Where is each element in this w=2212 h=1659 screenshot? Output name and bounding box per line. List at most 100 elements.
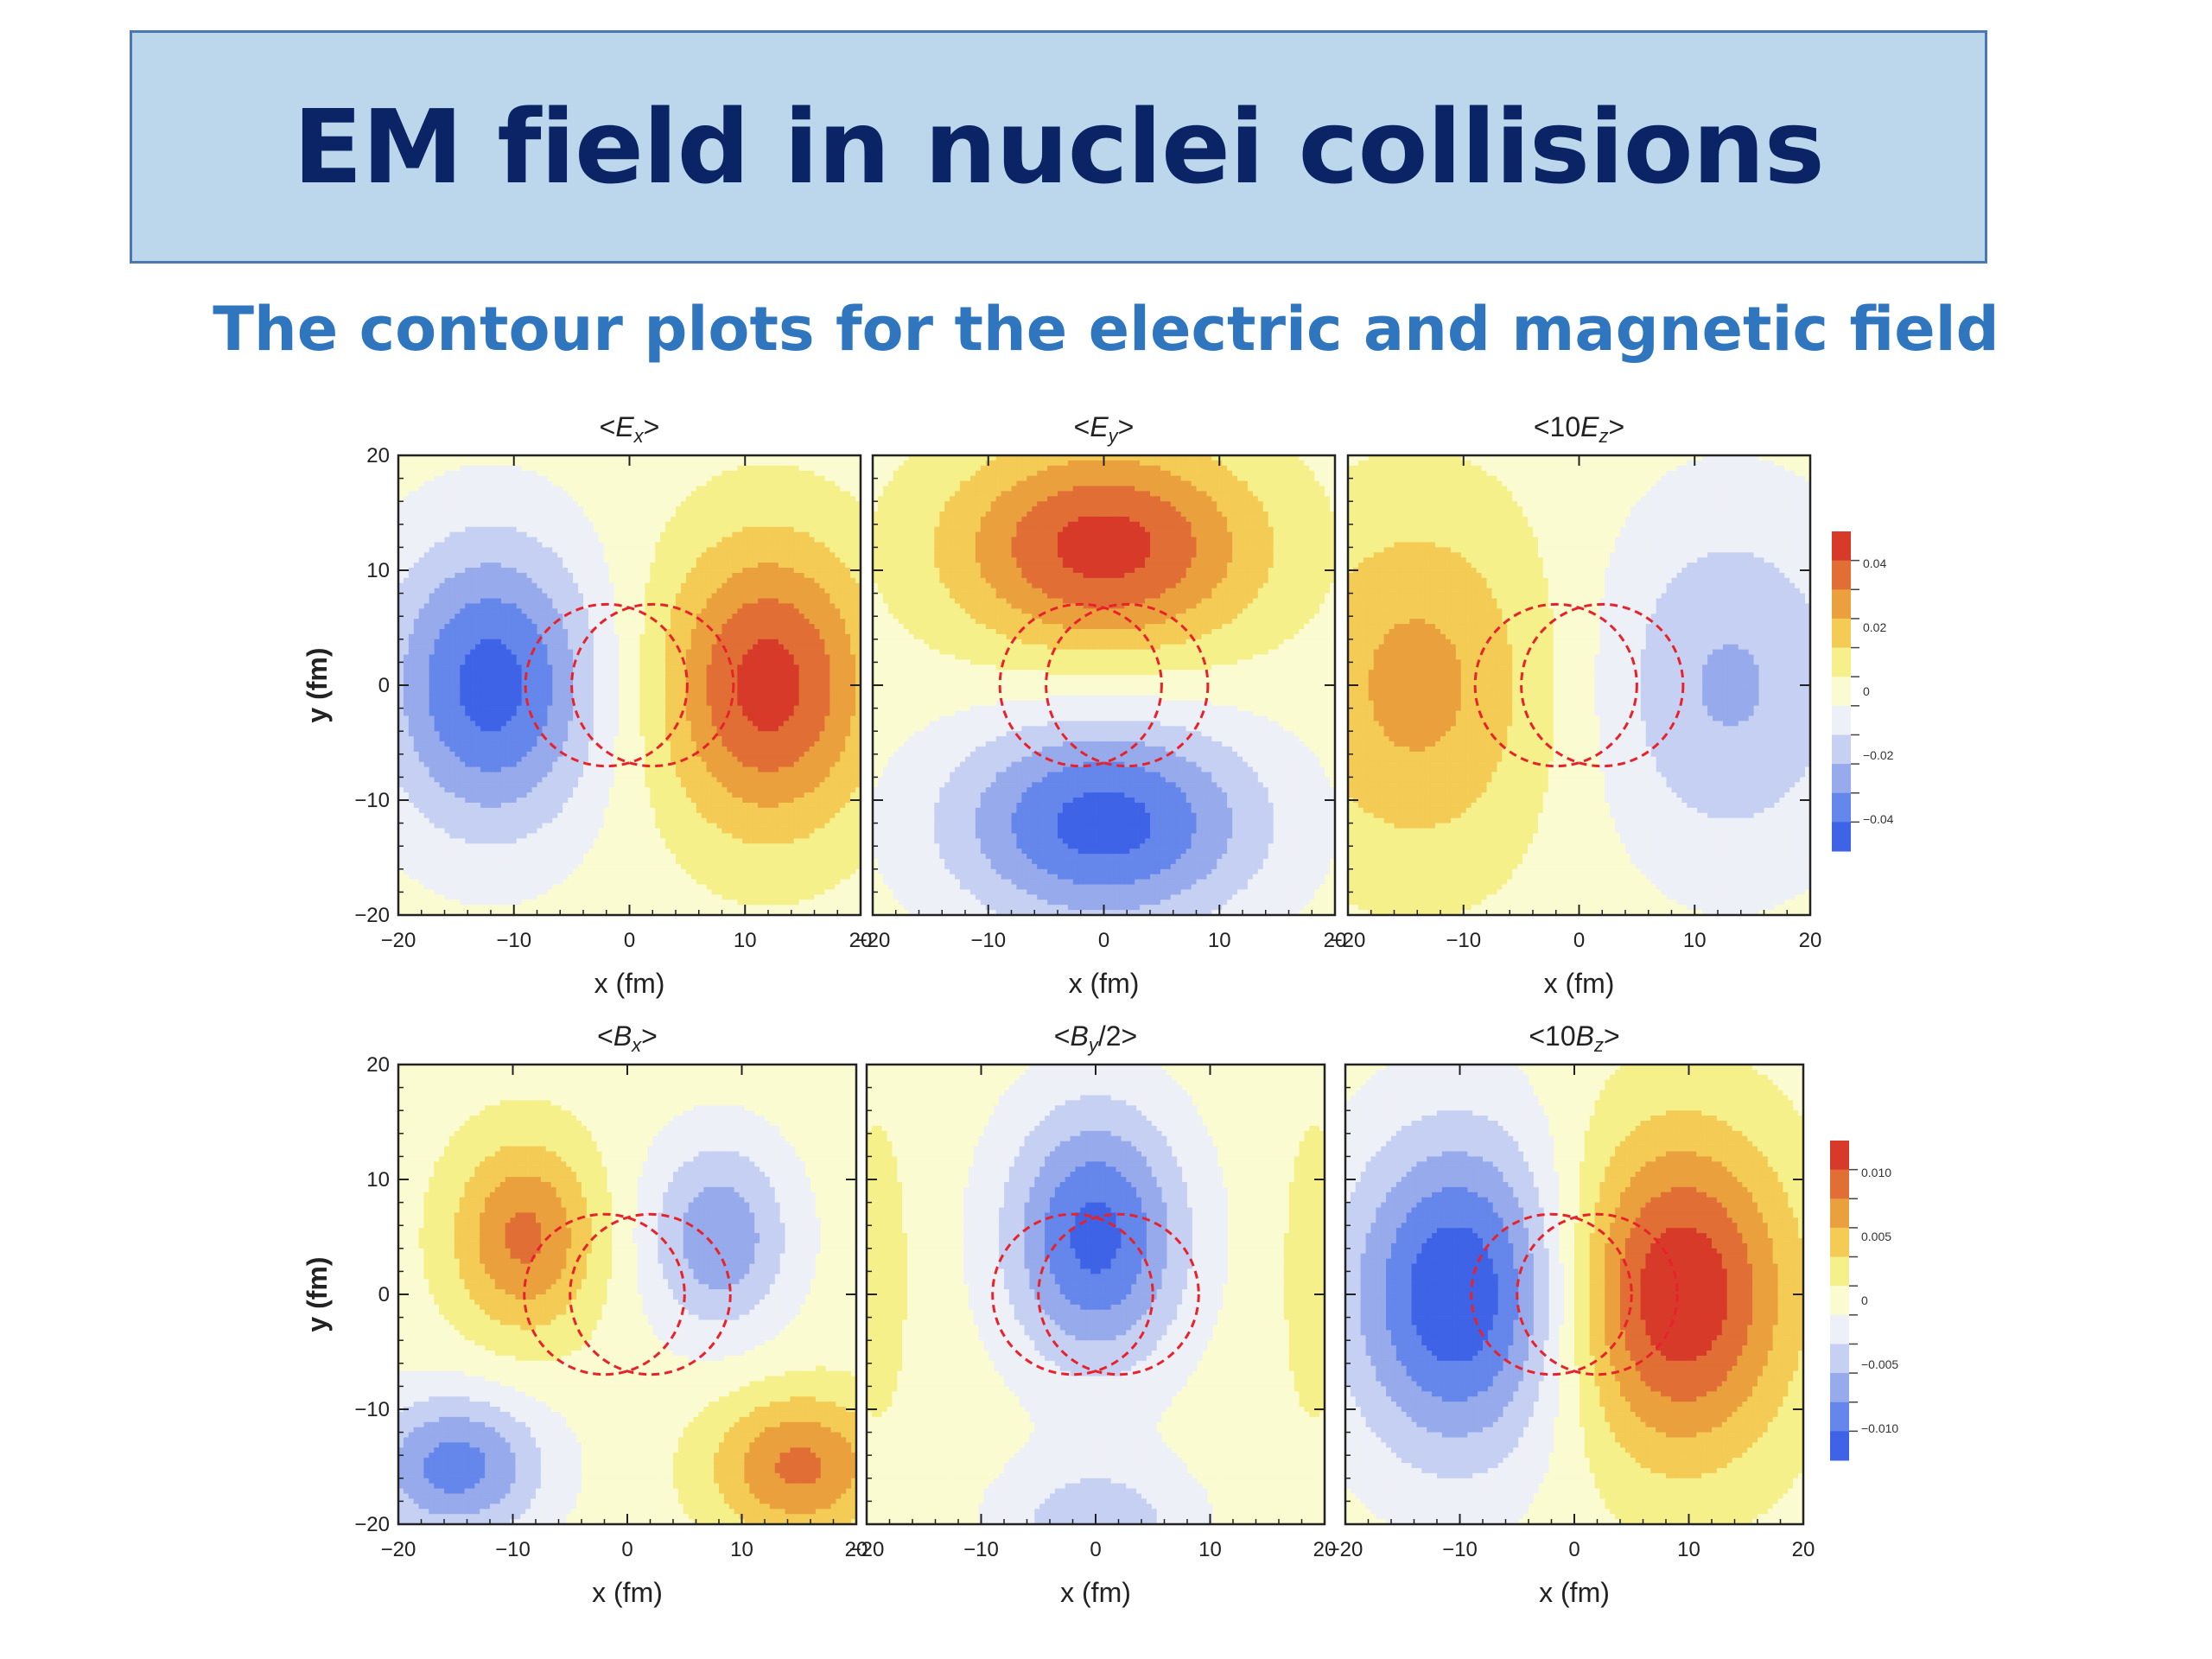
contour-cell — [542, 501, 548, 507]
contour-cell — [639, 628, 645, 635]
contour-cell — [439, 670, 446, 676]
contour-cell — [403, 858, 410, 865]
contour-cell — [680, 563, 687, 569]
contour-cell — [444, 486, 451, 492]
contour-cell — [449, 480, 455, 487]
contour-cell — [495, 628, 502, 635]
contour-cell — [547, 777, 553, 783]
contour-cell — [460, 802, 466, 809]
contour-cell — [603, 782, 610, 788]
contour-cell — [613, 588, 620, 594]
contour-cell — [439, 659, 446, 665]
contour-cell — [680, 512, 687, 518]
contour-cell — [583, 496, 589, 502]
contour-cell — [531, 572, 538, 579]
contour-cell — [655, 552, 661, 558]
contour-cell — [680, 664, 687, 671]
contour-cell — [665, 726, 671, 732]
contour-cell — [423, 874, 430, 880]
contour-cell — [629, 849, 636, 855]
contour-cell — [465, 792, 471, 798]
contour-cell — [639, 802, 645, 809]
contour-cell — [557, 465, 563, 472]
contour-cell — [573, 690, 579, 696]
contour-cell — [557, 807, 563, 814]
contour-cell — [475, 577, 481, 584]
contour-cell — [434, 772, 441, 778]
contour-cell — [413, 685, 420, 691]
contour-cell — [568, 828, 574, 835]
contour-cell — [418, 854, 425, 860]
contour-cell — [413, 879, 420, 886]
contour-cell — [449, 715, 455, 721]
contour-cell — [593, 879, 600, 886]
contour-cell — [650, 639, 656, 645]
contour-cell — [624, 863, 631, 870]
contour-cell — [547, 899, 553, 906]
contour-cell — [439, 475, 446, 482]
contour-cell — [398, 741, 404, 747]
contour-cell — [521, 695, 528, 702]
contour-cell — [634, 761, 640, 768]
contour-cell — [526, 619, 533, 625]
contour-cell — [460, 568, 466, 574]
contour-cell — [444, 884, 451, 891]
contour-cell — [619, 705, 626, 712]
contour-cell — [537, 613, 543, 620]
contour-cell — [500, 670, 507, 676]
contour-cell — [542, 849, 548, 855]
contour-cell — [634, 823, 640, 830]
contour-cell — [500, 849, 507, 855]
contour-cell — [619, 624, 626, 630]
contour-cell — [665, 568, 671, 574]
contour-cell — [500, 868, 507, 875]
contour-cell — [552, 823, 558, 830]
contour-cell — [583, 598, 589, 605]
contour-cell — [398, 782, 404, 788]
contour-cell — [542, 537, 548, 543]
contour-cell — [603, 633, 610, 640]
contour-cell — [505, 654, 512, 661]
contour-cell — [413, 715, 420, 721]
contour-cell — [500, 894, 507, 900]
contour-cell — [583, 654, 589, 661]
contour-cell — [671, 582, 677, 589]
contour-cell — [495, 475, 502, 482]
contour-cell — [547, 512, 553, 518]
contour-cell — [413, 593, 420, 600]
contour-cell — [665, 910, 671, 915]
contour-cell — [660, 868, 666, 875]
contour-cell — [660, 470, 666, 477]
contour-cell — [475, 501, 481, 507]
contour-cell — [588, 823, 594, 830]
contour-cell — [516, 568, 523, 574]
contour-cell — [671, 777, 677, 783]
contour-cell — [598, 649, 605, 656]
contour-cell — [583, 894, 589, 900]
contour-cell — [578, 879, 584, 886]
contour-cell — [608, 506, 615, 512]
contour-cell — [521, 670, 528, 676]
contour-cell — [568, 475, 574, 482]
contour-cell — [454, 598, 461, 605]
contour-cell — [547, 705, 553, 712]
contour-cell — [650, 628, 656, 635]
contour-cell — [645, 460, 651, 467]
contour-cell — [665, 690, 671, 696]
contour-cell — [470, 649, 476, 656]
contour-cell — [516, 884, 523, 891]
contour-cell — [423, 659, 430, 665]
contour-cell — [505, 741, 512, 747]
contour-cell — [505, 833, 512, 839]
contour-cell — [495, 884, 502, 891]
contour-cell — [465, 496, 471, 502]
contour-cell — [408, 746, 415, 753]
contour-cell — [454, 849, 461, 855]
contour-cell — [655, 603, 661, 609]
contour-cell — [603, 501, 610, 507]
contour-cell — [486, 777, 492, 783]
contour-cell — [413, 843, 420, 849]
contour-cell — [650, 608, 656, 614]
contour-cell — [583, 572, 589, 579]
contour-cell — [434, 552, 441, 558]
